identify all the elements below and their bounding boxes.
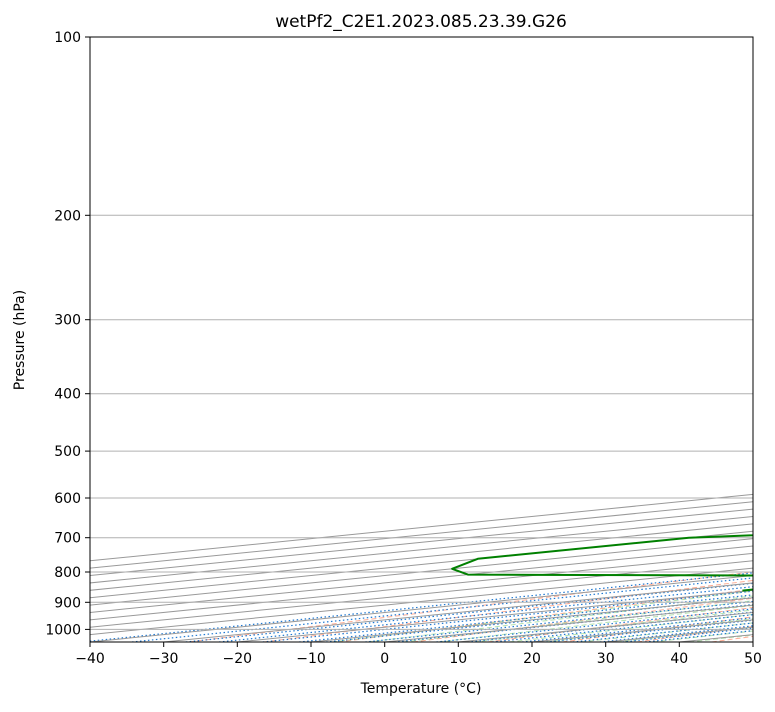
x-tick-label: 30 (597, 651, 615, 667)
y-tick-label: 100 (54, 30, 81, 46)
y-tick-label: 800 (54, 565, 81, 581)
x-tick-label: −10 (296, 651, 326, 667)
x-tick-label: −30 (149, 651, 179, 667)
y-tick-label: 900 (54, 595, 81, 611)
x-tick-label: 10 (449, 651, 467, 667)
y-tick-label: 1000 (45, 622, 81, 638)
y-tick-label: 300 (54, 313, 81, 329)
x-tick-label: 40 (670, 651, 688, 667)
x-tick-label: 0 (380, 651, 389, 667)
y-axis-label: Pressure (hPa) (12, 290, 28, 390)
x-tick-label: −20 (223, 651, 253, 667)
y-tick-label: 600 (54, 491, 81, 507)
y-tick-label: 200 (54, 208, 81, 224)
x-tick-label: 20 (523, 651, 541, 667)
x-tick-label: −40 (75, 651, 105, 667)
y-tick-label: 700 (54, 531, 81, 547)
y-tick-label: 400 (54, 387, 81, 403)
x-tick-label: 50 (744, 651, 762, 667)
chart-title: wetPf2_C2E1.2023.085.23.39.G26 (275, 12, 567, 32)
y-tick-label: 500 (54, 444, 81, 460)
x-axis-label: Temperature (°C) (360, 681, 482, 697)
